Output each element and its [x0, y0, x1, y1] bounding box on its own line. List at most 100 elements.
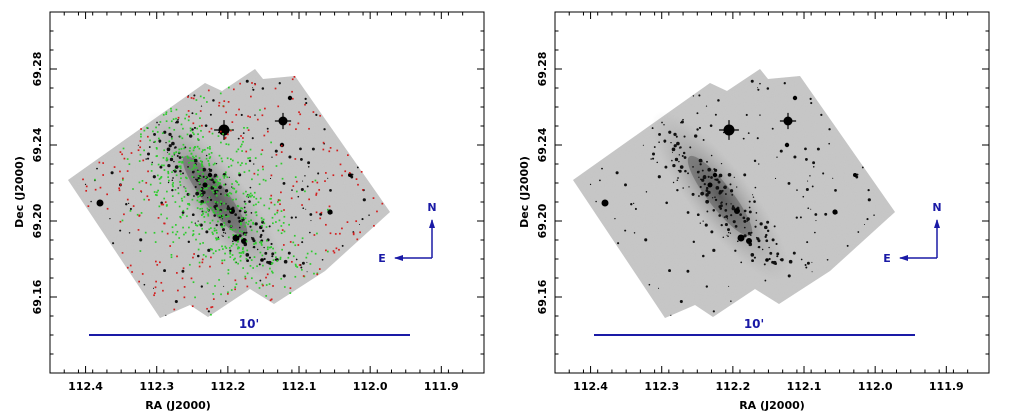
green-source-marker — [259, 241, 261, 244]
star — [805, 187, 809, 192]
red-source-marker — [221, 262, 224, 265]
star — [698, 176, 700, 179]
red-source-marker — [138, 280, 140, 283]
green-source-marker — [202, 212, 204, 215]
red-source-marker — [146, 195, 149, 198]
star — [776, 156, 778, 158]
green-source-marker — [201, 163, 203, 165]
green-source-marker — [247, 157, 250, 160]
green-source-marker — [128, 163, 131, 166]
green-source-marker — [153, 231, 156, 234]
green-source-marker — [245, 221, 247, 224]
green-source-marker — [220, 225, 223, 228]
star — [810, 101, 813, 105]
green-source-marker — [235, 191, 237, 194]
green-source-marker — [279, 256, 282, 259]
star — [644, 238, 648, 242]
green-source-marker — [226, 176, 229, 179]
star — [793, 155, 797, 159]
star — [730, 300, 732, 302]
star — [110, 171, 114, 175]
green-source-marker — [200, 214, 203, 216]
star — [698, 94, 701, 97]
green-source-marker — [225, 143, 228, 145]
green-source-marker — [149, 139, 151, 142]
star — [676, 188, 679, 192]
green-source-marker — [268, 283, 271, 285]
green-source-marker — [207, 185, 210, 187]
star — [725, 215, 729, 218]
green-source-marker — [202, 242, 204, 244]
red-source-marker — [137, 149, 140, 152]
green-source-marker — [212, 252, 215, 255]
green-source-marker — [191, 175, 194, 178]
star — [210, 178, 214, 182]
green-source-marker — [199, 95, 202, 98]
star — [796, 189, 798, 191]
star — [139, 238, 143, 242]
star — [824, 212, 828, 216]
green-source-marker — [253, 243, 255, 245]
green-source-marker — [168, 179, 170, 182]
star — [128, 232, 131, 234]
red-source-marker — [249, 116, 251, 118]
green-source-marker — [200, 188, 203, 190]
green-source-marker — [231, 229, 234, 231]
red-source-marker — [336, 149, 339, 152]
star — [747, 231, 751, 235]
star — [673, 144, 677, 148]
star — [707, 190, 711, 195]
green-source-marker — [172, 118, 175, 121]
bright-star — [784, 142, 790, 148]
star — [306, 261, 308, 263]
red-source-marker — [254, 83, 257, 86]
green-source-marker — [211, 189, 214, 192]
green-source-marker — [279, 258, 282, 261]
green-source-marker — [260, 217, 263, 219]
red-source-marker — [263, 134, 266, 137]
panel-left: 112.4 112.3 112.2 112.1 112.0 111.9 69.16 69.20… — [13, 11, 485, 412]
green-source-marker — [217, 135, 220, 137]
green-source-marker — [220, 141, 222, 144]
star — [311, 147, 315, 151]
green-source-marker — [255, 211, 258, 214]
star — [863, 224, 865, 226]
star — [187, 240, 190, 244]
green-source-marker — [246, 272, 249, 275]
green-source-marker — [267, 246, 269, 249]
green-source-marker — [225, 215, 228, 218]
red-source-marker — [218, 104, 220, 107]
red-source-marker — [187, 110, 190, 112]
red-source-marker — [201, 258, 204, 261]
green-source-marker — [206, 282, 209, 285]
star — [804, 147, 807, 151]
star — [302, 207, 305, 210]
star — [728, 231, 730, 234]
green-source-marker — [295, 190, 298, 193]
star — [712, 248, 716, 252]
red-source-marker — [276, 209, 279, 212]
star — [752, 196, 755, 198]
green-source-marker — [215, 178, 218, 181]
red-source-marker — [275, 153, 278, 156]
green-source-marker — [180, 177, 182, 180]
star — [698, 195, 700, 197]
green-source-marker — [173, 152, 176, 154]
bright-star — [712, 172, 718, 178]
green-source-marker — [235, 150, 238, 153]
star — [720, 204, 723, 208]
green-source-marker — [172, 241, 175, 243]
green-source-marker — [283, 286, 286, 288]
green-source-marker — [209, 156, 212, 158]
star — [683, 135, 686, 138]
green-source-marker — [227, 269, 230, 271]
green-source-marker — [229, 228, 232, 230]
red-source-marker — [126, 198, 129, 201]
green-source-marker — [215, 186, 217, 188]
star — [167, 163, 171, 168]
star — [771, 260, 775, 264]
star — [702, 175, 707, 180]
star — [159, 165, 163, 169]
star — [730, 214, 733, 217]
green-source-marker — [251, 178, 253, 181]
